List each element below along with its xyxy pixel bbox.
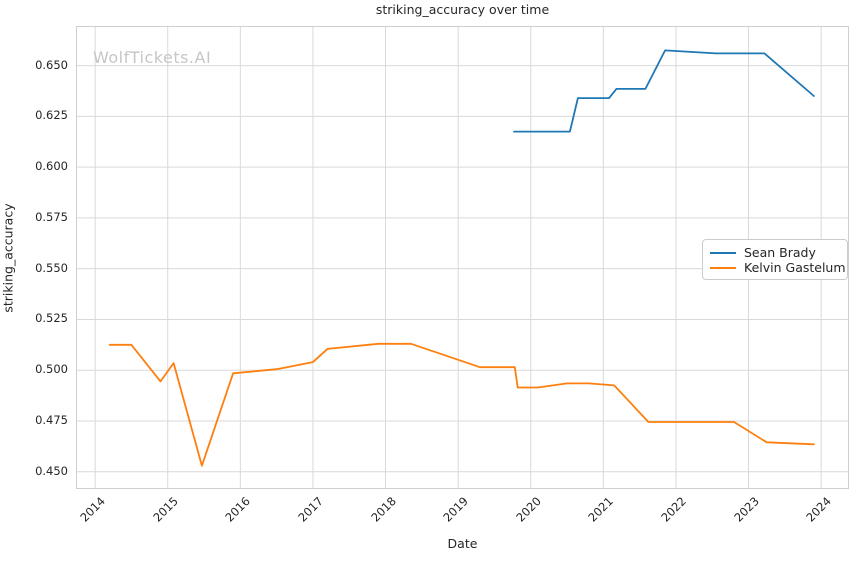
legend-item: Kelvin Gastelum <box>710 260 846 275</box>
x-tick-label: 2018 <box>367 494 399 525</box>
x-axis-label: Date <box>447 536 478 551</box>
x-tick-label: 2022 <box>658 494 689 525</box>
legend: Sean Brady Kelvin Gastelum <box>702 239 848 280</box>
legend-item: Sean Brady <box>710 245 839 260</box>
y-tick-label: 0.525 <box>35 311 68 326</box>
y-tick-label: 0.575 <box>35 209 68 224</box>
x-tick-label: 2021 <box>585 494 617 525</box>
legend-label: Sean Brady <box>744 245 816 260</box>
series-line-sean-brady <box>513 49 815 133</box>
y-tick-label: 0.600 <box>35 159 68 174</box>
legend-label: Kelvin Gastelum <box>744 260 846 275</box>
x-tick-label: 2014 <box>77 494 109 525</box>
y-tick-label: 0.550 <box>35 260 68 275</box>
x-tick-label: 2019 <box>440 494 472 525</box>
x-tick-label: 2024 <box>803 494 835 525</box>
y-tick-label: 0.625 <box>35 108 68 123</box>
y-tick-label: 0.500 <box>35 362 68 377</box>
x-tick-label: 2023 <box>730 494 762 525</box>
x-tick-label: 2015 <box>150 494 181 525</box>
y-tick-label: 0.650 <box>35 57 68 72</box>
legend-line-sample-kelvin-gastelum <box>710 266 736 269</box>
chart-title: striking_accuracy over time <box>375 2 550 17</box>
y-tick-label: 0.450 <box>35 463 68 478</box>
series-line-kelvin-gastelum <box>108 342 815 467</box>
y-tick-label: 0.475 <box>35 412 68 427</box>
x-tick-label: 2016 <box>222 494 254 525</box>
x-tick-label: 2020 <box>513 494 544 525</box>
watermark: WolfTickets.AI <box>93 48 212 67</box>
legend-line-sample-sean-brady <box>710 251 736 254</box>
x-tick-label: 2017 <box>295 494 326 525</box>
